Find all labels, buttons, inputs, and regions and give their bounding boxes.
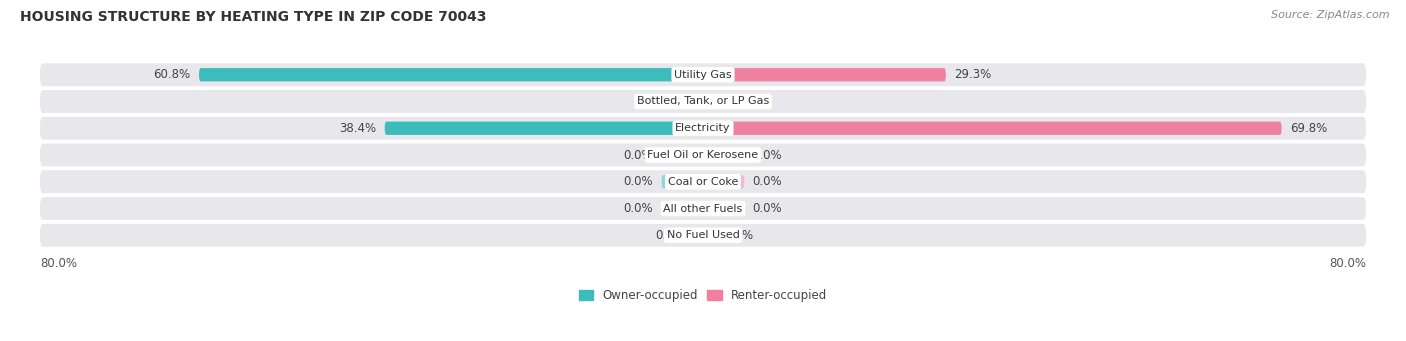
Legend: Owner-occupied, Renter-occupied: Owner-occupied, Renter-occupied xyxy=(579,289,827,302)
Text: 69.8%: 69.8% xyxy=(1289,122,1327,135)
Text: 0.56%: 0.56% xyxy=(716,229,754,242)
Text: 0.0%: 0.0% xyxy=(624,148,654,162)
Text: 0.49%: 0.49% xyxy=(654,95,690,108)
Text: 80.0%: 80.0% xyxy=(39,257,77,270)
FancyBboxPatch shape xyxy=(39,197,1367,220)
Text: Bottled, Tank, or LP Gas: Bottled, Tank, or LP Gas xyxy=(637,97,769,106)
FancyBboxPatch shape xyxy=(39,224,1367,247)
FancyBboxPatch shape xyxy=(39,144,1367,166)
FancyBboxPatch shape xyxy=(662,202,703,215)
FancyBboxPatch shape xyxy=(662,175,703,189)
Text: Coal or Coke: Coal or Coke xyxy=(668,177,738,187)
FancyBboxPatch shape xyxy=(385,122,703,135)
Text: Electricity: Electricity xyxy=(675,123,731,133)
Text: 0.25%: 0.25% xyxy=(655,229,693,242)
Text: 0.0%: 0.0% xyxy=(752,175,782,188)
FancyBboxPatch shape xyxy=(200,68,703,81)
FancyBboxPatch shape xyxy=(703,148,744,162)
FancyBboxPatch shape xyxy=(703,202,744,215)
FancyBboxPatch shape xyxy=(39,63,1367,86)
Text: Utility Gas: Utility Gas xyxy=(675,70,731,80)
FancyBboxPatch shape xyxy=(703,95,706,108)
Text: 38.4%: 38.4% xyxy=(339,122,377,135)
FancyBboxPatch shape xyxy=(39,170,1367,193)
Text: 0.0%: 0.0% xyxy=(752,202,782,215)
Text: 0.0%: 0.0% xyxy=(752,148,782,162)
FancyBboxPatch shape xyxy=(39,117,1367,140)
Text: HOUSING STRUCTURE BY HEATING TYPE IN ZIP CODE 70043: HOUSING STRUCTURE BY HEATING TYPE IN ZIP… xyxy=(20,10,486,24)
FancyBboxPatch shape xyxy=(39,90,1367,113)
Text: 80.0%: 80.0% xyxy=(1329,257,1367,270)
FancyBboxPatch shape xyxy=(703,175,744,189)
Text: 0.0%: 0.0% xyxy=(624,202,654,215)
Text: 0.33%: 0.33% xyxy=(714,95,751,108)
Text: No Fuel Used: No Fuel Used xyxy=(666,230,740,240)
Text: 60.8%: 60.8% xyxy=(153,68,191,81)
FancyBboxPatch shape xyxy=(699,95,703,108)
Text: 29.3%: 29.3% xyxy=(955,68,991,81)
Text: All other Fuels: All other Fuels xyxy=(664,204,742,213)
Text: 0.0%: 0.0% xyxy=(624,175,654,188)
Text: Fuel Oil or Kerosene: Fuel Oil or Kerosene xyxy=(647,150,759,160)
FancyBboxPatch shape xyxy=(702,228,703,242)
FancyBboxPatch shape xyxy=(662,148,703,162)
FancyBboxPatch shape xyxy=(703,122,1282,135)
Text: Source: ZipAtlas.com: Source: ZipAtlas.com xyxy=(1271,10,1389,20)
FancyBboxPatch shape xyxy=(703,228,707,242)
FancyBboxPatch shape xyxy=(703,68,946,81)
